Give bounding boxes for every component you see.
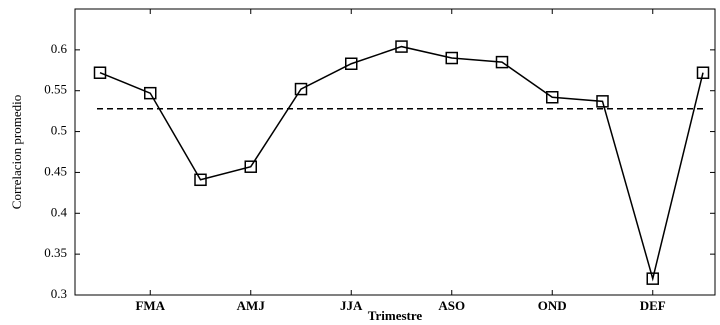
y-tick-label: 0.5 [51,123,67,138]
point-marker [495,55,509,69]
point-marker [395,40,408,53]
y-tick-label: 0.3 [51,286,67,301]
point-marker [194,173,207,187]
x-tick-label: DEF [640,298,666,313]
y-tick-label: 0.35 [44,245,67,260]
point-marker [646,272,659,285]
y-tick-label: 0.4 [51,204,68,219]
y-axis-label: Correlacion promedio [9,95,24,209]
point-marker [144,86,157,100]
point-marker [596,95,609,108]
x-tick-label: JJA [340,298,363,313]
axes-frame [74,8,716,296]
point-marker [696,66,710,79]
point-marker [546,91,559,104]
y-tick-label: 0.55 [44,82,67,97]
y-tick-label: 0.6 [51,41,68,56]
x-tick-label: FMA [135,298,165,313]
point-marker [244,160,257,173]
x-tick-label: AMJ [237,298,266,313]
point-marker [445,51,458,65]
x-tick-label: OND [538,298,567,313]
x-axis-label: Trimestre [368,308,423,323]
point-marker [345,57,358,70]
series-line [99,45,704,282]
point-marker [93,66,107,79]
point-marker [294,82,308,96]
x-tick-label: ASO [438,298,465,313]
y-tick-label: 0.45 [44,163,67,178]
